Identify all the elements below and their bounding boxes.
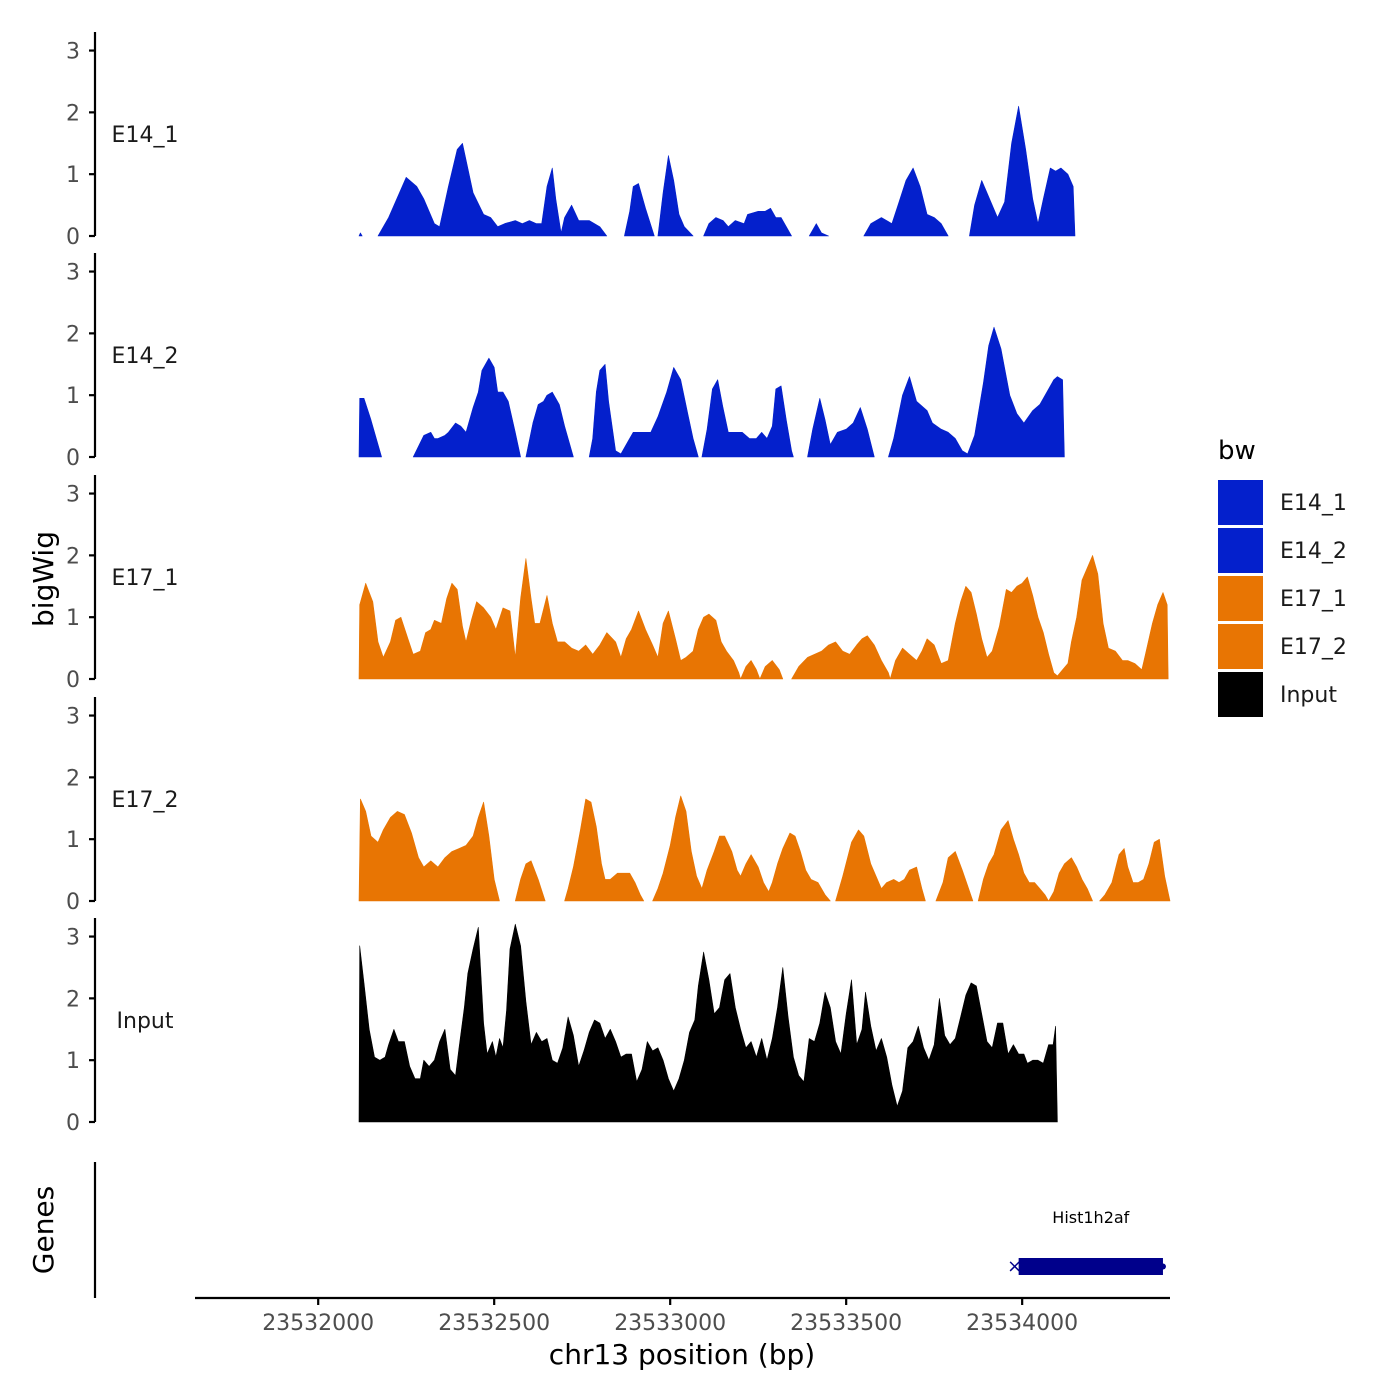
y-tick-label: 1 (66, 606, 80, 631)
legend: bw E14_1 E14_2 E17_1 E17_2 Input (1218, 436, 1347, 717)
track-e14-2: 0 1 2 3 E14_2 (66, 253, 1065, 471)
legend-item-e14-2: E14_2 (1218, 528, 1347, 573)
x-tick-label: 23533500 (790, 1311, 902, 1336)
y-tick-label: 1 (66, 384, 80, 409)
y-tick-label: 0 (66, 1111, 80, 1136)
track-label: E17_1 (112, 566, 179, 591)
x-axis: 23532000 23532500 23533000 23533500 23534000 (195, 1296, 1170, 1336)
legend-title: bw (1218, 436, 1256, 466)
x-tick-label: 23533000 (614, 1311, 726, 1336)
gene-hist1h2af: × Hist1h2af (1007, 1208, 1166, 1277)
legend-swatch (1218, 528, 1263, 573)
signal-area (888, 326, 1065, 458)
signal-area (969, 105, 1076, 237)
signal-area (935, 851, 974, 902)
x-tick-label: 23534000 (966, 1311, 1078, 1336)
signal-area (624, 183, 655, 237)
legend-item-e17-1: E17_1 (1218, 576, 1347, 621)
track-e17-1: 0 1 2 3 E17_1 (66, 475, 1169, 693)
signal-area (977, 820, 1093, 902)
y-tick-label: 2 (66, 766, 80, 791)
y-tick-label: 3 (66, 926, 80, 951)
track-label: E17_2 (112, 788, 179, 813)
signal-area (412, 357, 521, 458)
signal-area (701, 379, 794, 458)
legend-label: E17_2 (1280, 635, 1347, 660)
signal-area (564, 798, 645, 902)
signal-area (588, 364, 699, 458)
y-tick-label: 3 (66, 261, 80, 286)
legend-label: E14_2 (1280, 539, 1347, 564)
legend-swatch (1218, 672, 1263, 717)
signal-area (807, 398, 875, 458)
gene-label: Hist1h2af (1052, 1208, 1129, 1227)
legend-item-e14-1: E14_1 (1218, 480, 1347, 525)
signal-area (863, 167, 949, 237)
y-tick-label: 1 (66, 163, 80, 188)
signal-area (515, 860, 546, 902)
legend-swatch (1218, 480, 1263, 525)
y-tick-label: 3 (66, 40, 80, 65)
y-tick-label: 0 (66, 890, 80, 915)
y-tick-label: 3 (66, 705, 80, 730)
track-e17-2: 0 1 2 3 E17_2 (66, 697, 1171, 915)
y-axis-title: bigWig (27, 531, 60, 627)
legend-label: E14_1 (1280, 491, 1347, 516)
legend-label: Input (1280, 683, 1337, 708)
signal-area (377, 143, 608, 237)
gene-strand-marker: × (1007, 1256, 1022, 1277)
genes-panel-title: Genes (27, 1186, 60, 1274)
tracks-group: 0 1 2 3 E14_1 0 1 2 3 E14_2 0 1 2 3 E17_1 0 1 2 3 E17_2 0 1 2 3… (66, 32, 1171, 1136)
track-input: 0 1 2 3 Input (66, 918, 1058, 1136)
y-tick-label: 0 (66, 446, 80, 471)
track-label: E14_2 (112, 344, 179, 369)
x-tick-label: 23532000 (262, 1311, 374, 1336)
signal-area (652, 795, 831, 902)
legend-swatch (1218, 576, 1263, 621)
gene-body (1018, 1258, 1163, 1275)
signal-area (358, 232, 363, 237)
signal-area (791, 555, 1169, 680)
y-tick-label: 0 (66, 668, 80, 693)
signal-area (835, 829, 926, 902)
x-axis-title: chr13 position (bp) (549, 1338, 815, 1371)
legend-swatch (1218, 624, 1263, 669)
y-tick-label: 2 (66, 322, 80, 347)
signal-area (1099, 838, 1171, 902)
y-tick-label: 2 (66, 544, 80, 569)
legend-item-e17-2: E17_2 (1218, 624, 1347, 669)
gene-end-marker (1159, 1263, 1166, 1270)
track-e14-1: 0 1 2 3 E14_1 (66, 32, 1076, 250)
signal-area (808, 223, 829, 237)
genes-panel: Genes × Hist1h2af (27, 1162, 1166, 1298)
y-tick-label: 0 (66, 225, 80, 250)
signal-area (358, 558, 784, 680)
y-tick-label: 1 (66, 828, 80, 853)
signal-area (358, 923, 1058, 1123)
signal-area (525, 391, 574, 458)
track-label: Input (117, 1009, 174, 1034)
signal-area (657, 155, 694, 237)
signal-area (358, 798, 500, 902)
y-tick-label: 2 (66, 987, 80, 1012)
y-tick-label: 3 (66, 483, 80, 508)
y-tick-label: 2 (66, 101, 80, 126)
legend-label: E17_1 (1280, 587, 1347, 612)
signal-area (703, 207, 792, 237)
legend-item-input: Input (1218, 672, 1337, 717)
x-tick-label: 23532500 (438, 1311, 550, 1336)
signal-area (358, 398, 382, 458)
track-label: E14_1 (112, 123, 179, 148)
y-tick-label: 1 (66, 1049, 80, 1074)
